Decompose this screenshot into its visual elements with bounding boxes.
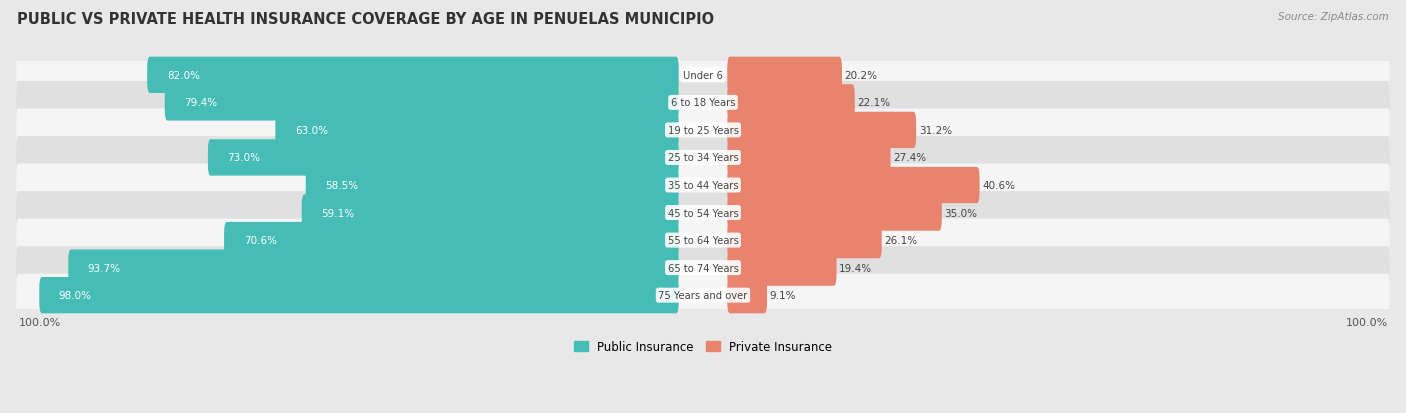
Text: 75 Years and over: 75 Years and over: [658, 290, 748, 300]
Text: 73.0%: 73.0%: [228, 153, 260, 163]
Text: 31.2%: 31.2%: [920, 126, 952, 135]
FancyBboxPatch shape: [17, 137, 1389, 180]
FancyBboxPatch shape: [727, 222, 882, 259]
Text: 9.1%: 9.1%: [769, 290, 796, 300]
FancyBboxPatch shape: [17, 164, 1389, 207]
Text: 20.2%: 20.2%: [845, 71, 877, 81]
Text: 25 to 34 Years: 25 to 34 Years: [668, 153, 738, 163]
FancyBboxPatch shape: [727, 112, 917, 149]
FancyBboxPatch shape: [727, 57, 842, 94]
Text: 65 to 74 Years: 65 to 74 Years: [668, 263, 738, 273]
FancyBboxPatch shape: [208, 140, 679, 176]
Text: 22.1%: 22.1%: [858, 98, 890, 108]
Text: 26.1%: 26.1%: [884, 235, 918, 245]
Text: 82.0%: 82.0%: [167, 71, 200, 81]
Text: 35 to 44 Years: 35 to 44 Years: [668, 180, 738, 190]
Text: 63.0%: 63.0%: [295, 126, 328, 135]
FancyBboxPatch shape: [727, 167, 980, 204]
Text: 93.7%: 93.7%: [87, 263, 121, 273]
FancyBboxPatch shape: [224, 222, 679, 259]
FancyBboxPatch shape: [17, 109, 1389, 152]
Text: 100.0%: 100.0%: [18, 318, 60, 328]
Text: 27.4%: 27.4%: [893, 153, 927, 163]
FancyBboxPatch shape: [727, 195, 942, 231]
Text: 19.4%: 19.4%: [839, 263, 872, 273]
Text: 79.4%: 79.4%: [184, 98, 218, 108]
Text: 70.6%: 70.6%: [243, 235, 277, 245]
Text: 19 to 25 Years: 19 to 25 Years: [668, 126, 738, 135]
Text: 100.0%: 100.0%: [1346, 318, 1388, 328]
FancyBboxPatch shape: [17, 219, 1389, 262]
FancyBboxPatch shape: [69, 250, 679, 286]
Text: 58.5%: 58.5%: [325, 180, 359, 190]
Text: 35.0%: 35.0%: [945, 208, 977, 218]
Text: Source: ZipAtlas.com: Source: ZipAtlas.com: [1278, 12, 1389, 22]
Text: Under 6: Under 6: [683, 71, 723, 81]
FancyBboxPatch shape: [148, 57, 679, 94]
FancyBboxPatch shape: [39, 277, 679, 313]
FancyBboxPatch shape: [17, 247, 1389, 290]
FancyBboxPatch shape: [302, 195, 679, 231]
FancyBboxPatch shape: [727, 277, 768, 313]
Text: 59.1%: 59.1%: [321, 208, 354, 218]
Text: 98.0%: 98.0%: [59, 290, 91, 300]
FancyBboxPatch shape: [727, 85, 855, 121]
Text: 55 to 64 Years: 55 to 64 Years: [668, 235, 738, 245]
Text: 40.6%: 40.6%: [983, 180, 1015, 190]
FancyBboxPatch shape: [17, 274, 1389, 317]
FancyBboxPatch shape: [276, 112, 679, 149]
FancyBboxPatch shape: [727, 140, 890, 176]
Text: PUBLIC VS PRIVATE HEALTH INSURANCE COVERAGE BY AGE IN PENUELAS MUNICIPIO: PUBLIC VS PRIVATE HEALTH INSURANCE COVER…: [17, 12, 714, 27]
FancyBboxPatch shape: [17, 54, 1389, 97]
FancyBboxPatch shape: [17, 192, 1389, 235]
FancyBboxPatch shape: [727, 250, 837, 286]
Text: 6 to 18 Years: 6 to 18 Years: [671, 98, 735, 108]
FancyBboxPatch shape: [165, 85, 679, 121]
Text: 45 to 54 Years: 45 to 54 Years: [668, 208, 738, 218]
FancyBboxPatch shape: [17, 82, 1389, 125]
FancyBboxPatch shape: [305, 167, 679, 204]
Legend: Public Insurance, Private Insurance: Public Insurance, Private Insurance: [569, 335, 837, 358]
